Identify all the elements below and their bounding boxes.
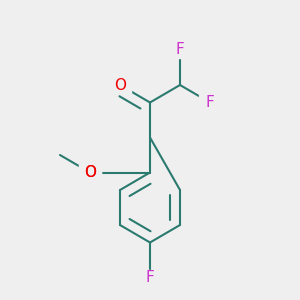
Bar <box>109 77 131 92</box>
Text: F: F <box>176 43 184 58</box>
Text: F: F <box>146 270 154 285</box>
Text: O: O <box>84 165 96 180</box>
Text: O: O <box>114 77 126 92</box>
Bar <box>79 165 101 180</box>
Text: F: F <box>206 95 214 110</box>
Bar <box>199 95 221 110</box>
Bar <box>169 43 191 58</box>
Bar <box>79 165 101 180</box>
Text: O: O <box>84 165 96 180</box>
Bar <box>139 270 161 285</box>
